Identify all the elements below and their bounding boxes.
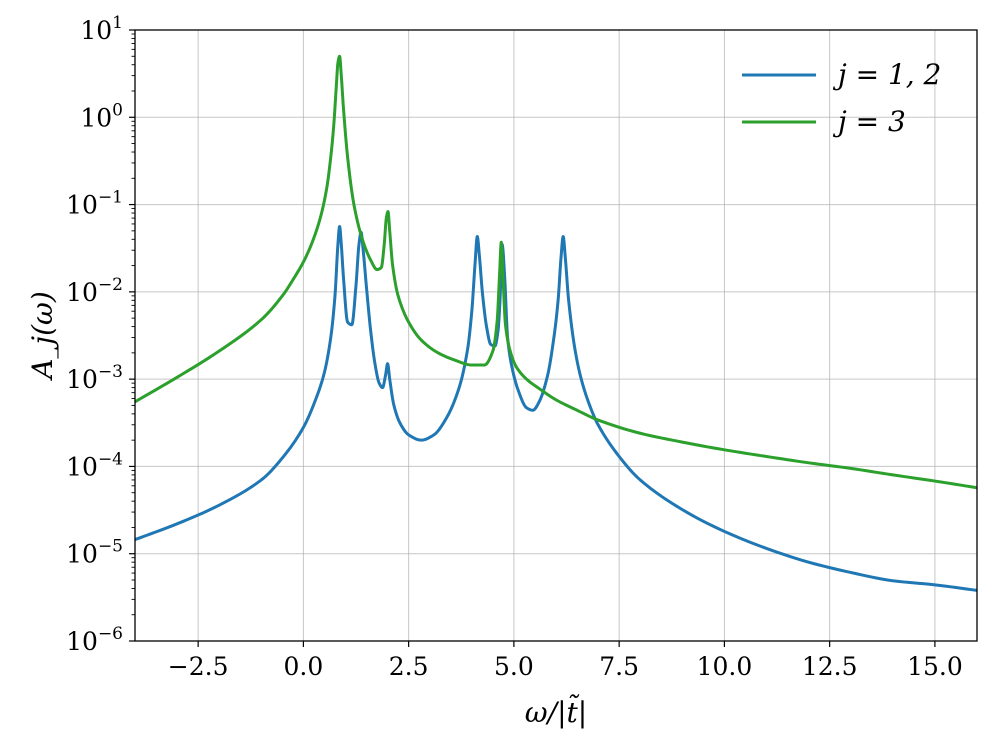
x-axis-label: ω/|t̃|: [525, 694, 587, 729]
y-tick-label: 10−6: [66, 624, 123, 656]
series-line-1: [135, 225, 977, 592]
legend-label-series-1: j = 1, 2: [832, 58, 941, 91]
legend-label-series-2: j = 3: [832, 105, 906, 138]
x-tick-label: 7.5: [599, 652, 639, 681]
y-tick-label: 101: [80, 13, 123, 45]
x-tick-label: 2.5: [389, 652, 429, 681]
y-axis-label: A_j(ω): [26, 291, 59, 382]
x-tick-label: 5.0: [494, 652, 534, 681]
y-tick-label: 10−1: [66, 188, 123, 220]
y-tick-label: 10−3: [66, 362, 123, 394]
y-tick-label: 10−5: [66, 537, 123, 569]
x-tick-label: 15.0: [907, 652, 963, 681]
x-tick-label: 0.0: [284, 652, 324, 681]
series-layer: [135, 54, 977, 592]
ticks: −2.5 0.0 2.5 5.0 7.5 10.0 12.5 15.0 10−6 10−5 10−4…: [66, 13, 963, 681]
x-tick-label: −2.5: [168, 652, 229, 681]
series-line-2: [135, 54, 977, 490]
y-tick-label: 10−4: [66, 449, 123, 481]
y-tick-label: 10−2: [66, 275, 123, 307]
plot-frame: [134, 29, 978, 642]
x-tick-label: 12.5: [802, 652, 858, 681]
x-tick-label: 10.0: [697, 652, 753, 681]
y-tick-label: 100: [80, 100, 123, 132]
legend: j = 1, 2 j = 3: [742, 58, 941, 138]
